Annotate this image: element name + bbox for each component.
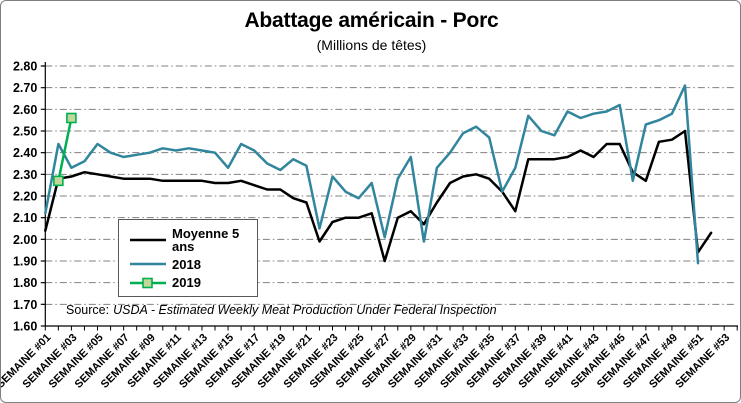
source-text: USDA - Estimated Weekly Meat Production … bbox=[113, 303, 497, 317]
legend-line-sample-green bbox=[130, 277, 166, 289]
svg-text:2.20: 2.20 bbox=[13, 190, 37, 204]
svg-text:2.80: 2.80 bbox=[13, 60, 37, 74]
legend-item-2019[interactable]: 2019 bbox=[129, 276, 257, 289]
legend-label-moyenne: Moyenne 5 ans bbox=[172, 225, 240, 254]
svg-text:2.00: 2.00 bbox=[13, 233, 37, 247]
legend-label-2018: 2018 bbox=[172, 256, 201, 272]
legend-item-2018[interactable]: 2018 bbox=[129, 258, 257, 271]
svg-text:1.90: 1.90 bbox=[13, 255, 37, 269]
svg-text:2.60: 2.60 bbox=[13, 103, 37, 117]
svg-text:1.60: 1.60 bbox=[13, 320, 37, 334]
legend: Moyenne 5 ans 2018 2019 bbox=[118, 219, 258, 297]
svg-text:2.10: 2.10 bbox=[13, 211, 37, 225]
svg-text:2.30: 2.30 bbox=[13, 168, 37, 182]
legend-line-sample-black bbox=[130, 238, 166, 241]
chart-subtitle: (Millions de têtes) bbox=[316, 37, 427, 53]
svg-text:2.70: 2.70 bbox=[13, 81, 37, 95]
svg-text:2.40: 2.40 bbox=[13, 146, 37, 160]
svg-text:2.50: 2.50 bbox=[13, 125, 37, 139]
source-note: Source: USDA - Estimated Weekly Meat Prod… bbox=[66, 303, 497, 317]
legend-line-sample-teal bbox=[130, 263, 166, 266]
legend-label-2019: 2019 bbox=[172, 275, 201, 291]
legend-item-moyenne-5-ans[interactable]: Moyenne 5 ans bbox=[129, 227, 257, 253]
svg-text:1.80: 1.80 bbox=[13, 276, 37, 290]
svg-text:1.70: 1.70 bbox=[13, 298, 37, 312]
source-prefix: Source: bbox=[66, 303, 110, 317]
chart-title: Abattage américain - Porc bbox=[244, 9, 499, 32]
